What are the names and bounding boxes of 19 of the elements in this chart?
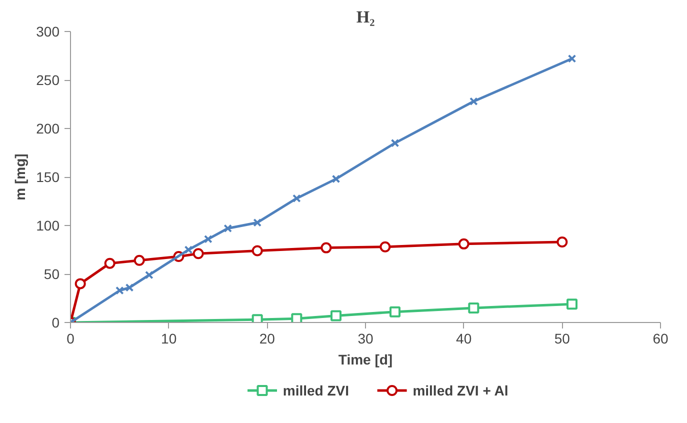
y-axis-title: m [mg] <box>12 154 28 200</box>
y-tick-label: 300 <box>36 24 60 40</box>
y-tick-label: 250 <box>36 72 60 88</box>
x-axis-title: Time [d] <box>338 352 393 368</box>
y-tick-label: 200 <box>36 120 60 136</box>
y-tick-label: 150 <box>36 169 60 185</box>
x-tick-label: 50 <box>554 330 570 346</box>
chart-title: H₂ <box>356 8 375 26</box>
legend-label: milled ZVI + Al <box>412 382 508 398</box>
x-tick-label: 30 <box>358 330 374 346</box>
x-tick-label: 60 <box>652 330 668 346</box>
y-tick-label: 50 <box>44 266 60 282</box>
x-tick-label: 0 <box>66 330 75 346</box>
y-tick-label: 0 <box>52 314 60 330</box>
y-tick-label: 100 <box>36 218 60 234</box>
legend-label: milled ZVI <box>282 382 350 398</box>
x-tick-label: 20 <box>259 330 276 346</box>
x-tick-label: 10 <box>161 330 177 346</box>
x-tick-label: 40 <box>456 330 472 346</box>
